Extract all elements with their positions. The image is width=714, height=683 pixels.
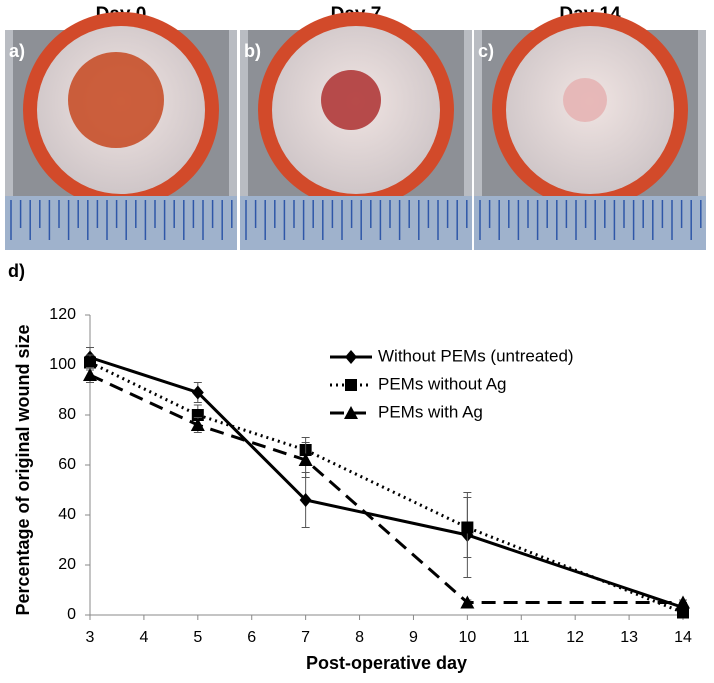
x-tick-label: 13 bbox=[620, 629, 638, 646]
x-tick-label: 8 bbox=[355, 629, 364, 646]
legend-marker bbox=[344, 406, 358, 419]
series-line bbox=[89, 356, 684, 609]
marker bbox=[461, 521, 474, 534]
series-line bbox=[89, 361, 684, 614]
marker bbox=[676, 595, 690, 609]
ruler bbox=[474, 196, 706, 250]
wound bbox=[321, 70, 381, 130]
x-tick-label: 11 bbox=[513, 629, 530, 646]
y-axis-title: Percentage of original wound size bbox=[13, 324, 33, 615]
y-tick-label: 60 bbox=[58, 456, 76, 473]
y-tick-label: 100 bbox=[49, 356, 76, 373]
x-tick-label: 5 bbox=[193, 629, 202, 646]
x-tick-label: 7 bbox=[301, 629, 310, 646]
x-tick-label: 10 bbox=[458, 629, 476, 646]
x-tick-label: 12 bbox=[566, 629, 584, 646]
y-tick-label: 80 bbox=[58, 406, 76, 423]
panel-label: d) bbox=[8, 261, 25, 281]
ruler bbox=[240, 196, 472, 250]
marker bbox=[460, 595, 475, 609]
marker bbox=[677, 606, 689, 619]
y-tick-label: 0 bbox=[67, 606, 76, 623]
marker bbox=[299, 493, 312, 507]
marker bbox=[83, 368, 97, 381]
legend-marker bbox=[345, 379, 357, 391]
x-tick-label: 14 bbox=[674, 629, 692, 646]
x-tick-label: 3 bbox=[86, 629, 95, 646]
marker bbox=[190, 418, 205, 431]
marker bbox=[84, 356, 96, 369]
y-tick-label: 20 bbox=[58, 556, 76, 573]
wound bbox=[563, 78, 607, 122]
legend-label: PEMs with Ag bbox=[378, 402, 483, 421]
y-tick-label: 40 bbox=[58, 506, 76, 523]
x-axis-title: Post-operative day bbox=[306, 653, 467, 673]
marker bbox=[298, 453, 313, 466]
panel-label: c) bbox=[478, 41, 494, 61]
marker bbox=[191, 385, 204, 400]
ruler bbox=[5, 196, 237, 250]
legend-label: PEMs without Ag bbox=[378, 374, 507, 393]
legend-label: Without PEMs (untreated) bbox=[378, 346, 574, 365]
x-tick-label: 6 bbox=[247, 629, 256, 646]
y-tick-label: 120 bbox=[49, 306, 76, 323]
panel-label: b) bbox=[244, 41, 261, 61]
panel-label: a) bbox=[9, 41, 25, 61]
legend-marker bbox=[345, 350, 357, 364]
wound bbox=[68, 52, 164, 148]
x-tick-label: 9 bbox=[409, 629, 418, 646]
x-tick-label: 4 bbox=[139, 629, 148, 646]
